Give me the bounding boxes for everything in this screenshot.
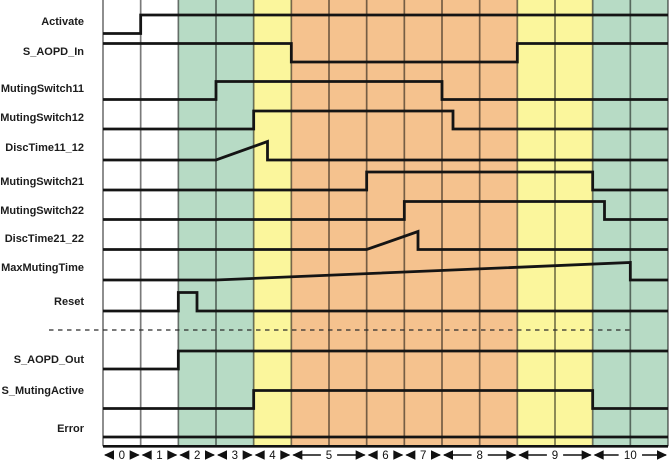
time-interval-label: 9 bbox=[552, 450, 558, 462]
time-interval-label: 4 bbox=[269, 450, 276, 462]
waveform-mutingswitch22 bbox=[103, 200, 668, 221]
band-phase-yellow-1 bbox=[253, 0, 292, 447]
time-interval-label: 1 bbox=[156, 450, 162, 462]
arrowhead-left bbox=[254, 450, 265, 460]
arrowhead-left bbox=[593, 450, 604, 460]
arrowhead-right bbox=[242, 450, 253, 460]
arrowhead-right bbox=[581, 450, 592, 460]
gridlines bbox=[102, 0, 669, 448]
arrowhead-left bbox=[443, 450, 453, 460]
time-interval-label: 10 bbox=[624, 450, 637, 462]
waveform-mutingswitch11 bbox=[103, 80, 668, 101]
arrowhead-right bbox=[657, 450, 667, 460]
time-interval-label: 3 bbox=[232, 450, 238, 462]
waveform-reset bbox=[103, 291, 668, 313]
time-interval-label: 7 bbox=[420, 450, 426, 462]
time-interval-label: 2 bbox=[194, 450, 200, 462]
waveform-disctime21-22 bbox=[103, 229, 668, 251]
arrowhead-right bbox=[393, 450, 404, 460]
time-interval-label: 6 bbox=[382, 450, 388, 462]
arrowhead-right bbox=[431, 450, 441, 460]
arrowhead-right bbox=[506, 450, 517, 460]
arrowhead-left bbox=[104, 450, 114, 460]
arrowhead-left bbox=[367, 450, 378, 460]
waveform-activate bbox=[103, 13, 668, 35]
color-bands bbox=[103, 0, 668, 447]
waveform-s-aopd-in bbox=[103, 42, 668, 64]
arrowhead-right bbox=[355, 450, 366, 460]
arrowhead-right bbox=[129, 450, 140, 460]
waveform-s-aopd-out bbox=[103, 349, 668, 371]
waveform-mutingswitch21 bbox=[103, 170, 668, 192]
arrowhead-right bbox=[280, 450, 291, 460]
waveform-maxmutingtime bbox=[103, 261, 668, 282]
time-axis: 0 1 2 3 4 5 6 7 8 9 10 bbox=[104, 450, 667, 462]
time-interval-label: 0 bbox=[119, 450, 125, 462]
waveform-disctime11-12 bbox=[103, 139, 668, 162]
arrowhead-left bbox=[179, 450, 190, 460]
arrowhead-left bbox=[518, 450, 529, 460]
arrowhead-left bbox=[217, 450, 227, 460]
arrowhead-left bbox=[405, 450, 416, 460]
waveform-s-mutingactive bbox=[103, 389, 668, 410]
waveforms bbox=[103, 13, 668, 439]
time-interval-label: 5 bbox=[326, 450, 332, 462]
arrowhead-right bbox=[205, 450, 215, 460]
time-interval-label: 8 bbox=[476, 450, 482, 462]
arrowhead-right bbox=[167, 450, 178, 460]
waveform-mutingswitch12 bbox=[103, 109, 668, 131]
arrowhead-left bbox=[292, 450, 303, 460]
arrowhead-left bbox=[141, 450, 152, 460]
